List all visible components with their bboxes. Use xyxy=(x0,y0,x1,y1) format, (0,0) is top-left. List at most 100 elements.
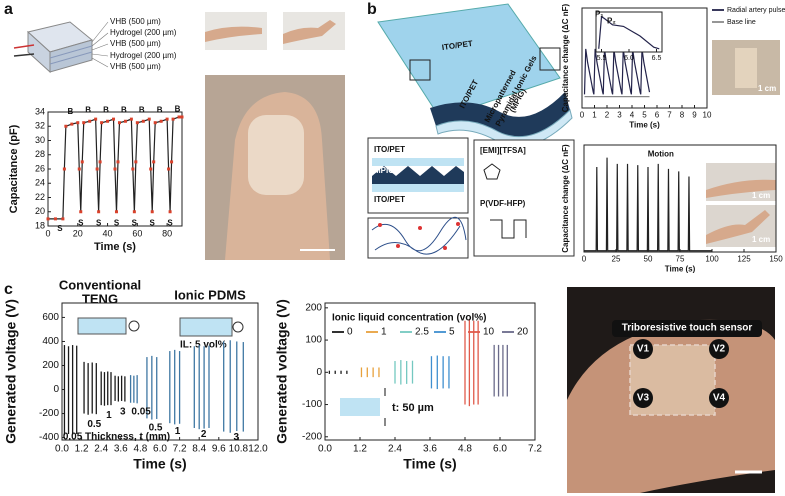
y-tick-label: 26 xyxy=(35,163,45,173)
y-tick-label: -200 xyxy=(39,408,59,419)
x-tick-label: 5.5 xyxy=(597,55,607,62)
annotation: B xyxy=(157,106,163,115)
x-tick-label: 8.4 xyxy=(192,444,206,455)
x-tick-label: 125 xyxy=(737,254,751,263)
data-point xyxy=(149,167,153,171)
data-point xyxy=(177,115,181,119)
x-tick-label: 0 xyxy=(580,110,585,119)
annotation: B xyxy=(85,106,91,115)
x-tick-label: 50 xyxy=(644,254,653,263)
panel-label: c xyxy=(4,281,13,298)
x-tick-label: 5 xyxy=(642,110,647,119)
data-line xyxy=(598,15,660,50)
data-point xyxy=(64,124,68,128)
photo xyxy=(567,287,775,493)
photo xyxy=(205,12,345,260)
y-axis-label: Capacitance change (ΔC nF) xyxy=(561,144,570,253)
annotation: S xyxy=(114,218,120,227)
data-point xyxy=(95,167,99,171)
data-point xyxy=(76,121,80,125)
legend-label: 5 xyxy=(449,327,455,338)
annotation: 0.05 Thickness, t (mm) xyxy=(63,432,170,443)
y-tick-label: -400 xyxy=(39,432,59,443)
legend-label: 20 xyxy=(517,327,529,338)
data-point xyxy=(131,167,135,171)
y-tick-label: 100 xyxy=(305,335,322,346)
data-point xyxy=(135,121,139,125)
data-point xyxy=(123,119,127,123)
annotation: S xyxy=(78,218,84,227)
x-tick-label: 20 xyxy=(73,228,83,238)
scale-label: 1 cm xyxy=(752,191,770,200)
layer-label: VHB (500 µm) xyxy=(110,17,161,26)
x-tick-label: 1.2 xyxy=(75,444,89,455)
data-point xyxy=(117,121,121,125)
x-axis-label: Time (s) xyxy=(665,264,696,273)
x-tick-label: 8 xyxy=(680,110,685,119)
y-axis-label: Capacitance (pF) xyxy=(8,124,20,213)
x-tick-label: 9.6 xyxy=(212,444,226,455)
legend-title: Ionic liquid concentration (vol%) xyxy=(332,313,486,324)
data-point xyxy=(82,121,86,125)
x-tick-label: 12.0 xyxy=(248,444,268,455)
data-point xyxy=(168,210,172,214)
y-tick-label: 18 xyxy=(35,220,45,230)
x-tick-label: 4 xyxy=(630,110,635,119)
y-axis-label: Capacitance change (ΔC nF) xyxy=(561,3,570,112)
y-tick-label: 200 xyxy=(305,302,322,313)
y-axis-label: Generated voltage (V) xyxy=(3,299,19,444)
data-point xyxy=(134,160,138,164)
x-tick-label: 6 xyxy=(655,110,660,119)
x-tick-label: 7.2 xyxy=(528,444,542,455)
data-point xyxy=(132,210,136,214)
x-tick-label: 1.2 xyxy=(353,444,367,455)
data-point xyxy=(152,160,156,164)
x-tick-label: 75 xyxy=(676,254,685,263)
stack-label: ITO/PET xyxy=(374,195,405,204)
photo xyxy=(706,40,780,247)
data-point xyxy=(98,160,102,164)
x-tick-label: 10.8 xyxy=(229,444,249,455)
data-point xyxy=(53,217,57,221)
data-line xyxy=(584,157,712,252)
legend-label: 2.5 xyxy=(415,327,429,338)
y-tick-label: 32 xyxy=(35,121,45,131)
scale-label: 1 cm xyxy=(752,235,770,244)
x-tick-label: 80 xyxy=(162,228,172,238)
annotation: 1 xyxy=(106,410,112,421)
stack-label: MPIG xyxy=(374,166,394,175)
data-line xyxy=(583,48,651,95)
x-tick-label: 3.6 xyxy=(114,444,128,455)
data-point xyxy=(77,167,81,171)
data-point xyxy=(62,167,66,171)
x-tick-label: 2.4 xyxy=(94,444,108,455)
inset-label: IL: 5 vol% xyxy=(180,340,227,351)
x-tick-label: 3.6 xyxy=(423,444,437,455)
annotation: S xyxy=(132,218,138,227)
x-tick-label: 0.0 xyxy=(55,444,69,455)
data-point xyxy=(94,117,98,121)
annotation: S xyxy=(57,224,63,233)
device-diagram xyxy=(13,21,109,74)
y-tick-label: 30 xyxy=(35,135,45,145)
annotation: B xyxy=(139,106,145,115)
x-axis-label: Time (s) xyxy=(133,455,186,471)
annotation: B xyxy=(67,107,73,116)
annotation: 3 xyxy=(234,432,240,443)
annotation: Motion xyxy=(648,150,674,159)
annotation: 1 xyxy=(175,426,181,437)
x-tick-label: 1 xyxy=(592,110,597,119)
x-tick-label: 25 xyxy=(612,254,621,263)
data-point xyxy=(147,117,151,121)
heading: TENG xyxy=(82,291,118,306)
data-point xyxy=(100,121,104,125)
panel-label: b xyxy=(367,1,377,18)
x-tick-label: 6.5 xyxy=(652,55,662,62)
legend-label: 0 xyxy=(347,327,353,338)
annotation: S xyxy=(96,218,102,227)
data-point xyxy=(159,119,163,123)
y-tick-label: -100 xyxy=(302,399,322,410)
y-tick-label: 28 xyxy=(35,149,45,159)
x-tick-label: 0 xyxy=(45,228,50,238)
